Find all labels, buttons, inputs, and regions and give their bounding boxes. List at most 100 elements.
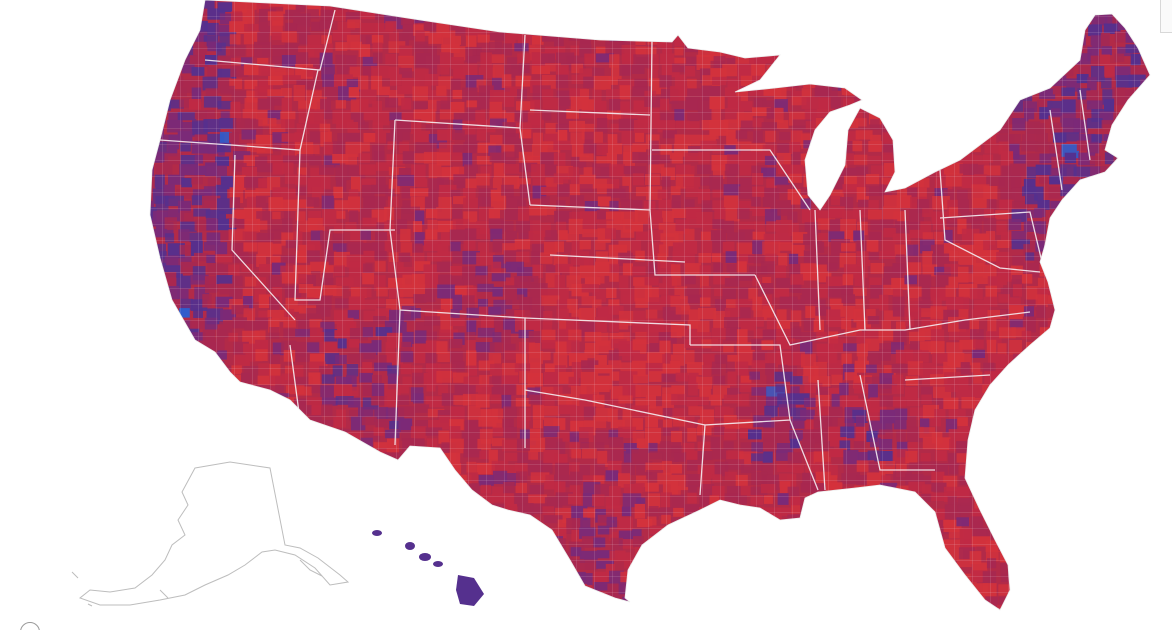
county-cell	[570, 596, 583, 607]
county-cell	[334, 527, 352, 542]
county-cell	[219, 482, 237, 496]
county-cell	[359, 507, 370, 523]
county-cell	[1022, 614, 1039, 628]
county-cell	[1089, 328, 1101, 338]
county-cell	[751, 517, 761, 530]
county-cell	[308, 496, 319, 509]
county-cell	[956, 79, 968, 95]
county-cell	[179, 405, 193, 420]
county-cell	[350, 515, 364, 526]
county-cell	[1013, 397, 1028, 411]
county-cell	[1086, 285, 1104, 300]
county-cell	[388, 548, 400, 563]
county-cell	[350, 606, 366, 610]
county-cell	[840, 530, 851, 546]
county-cell	[1152, 45, 1167, 60]
county-cell	[710, 541, 721, 555]
county-cell	[150, 376, 153, 386]
county-cell	[610, 606, 621, 610]
county-cell	[258, 496, 268, 506]
county-cell	[217, 603, 232, 610]
county-cell	[802, 52, 813, 68]
county-cell	[830, 13, 843, 23]
county-cell	[254, 449, 269, 465]
county-cell	[1051, 55, 1065, 69]
county-cell	[737, 605, 753, 610]
county-cell	[413, 453, 426, 464]
county-cell	[1127, 339, 1142, 352]
county-cell	[1037, 503, 1050, 516]
county-cell	[1104, 294, 1118, 310]
county-cell	[738, 504, 750, 519]
county-cell	[754, 614, 768, 622]
county-cell	[280, 430, 293, 442]
county-cell	[427, 0, 442, 10]
county-cell	[1130, 306, 1149, 319]
county-cell	[258, 426, 269, 437]
county-cell	[1000, 88, 1011, 98]
county-cell	[362, 596, 381, 610]
county-cell	[350, 563, 368, 580]
county-cell	[150, 253, 154, 264]
county-cell	[701, 35, 721, 46]
county-cell	[1047, 607, 1062, 610]
county-cell	[985, 417, 996, 433]
county-cell	[844, 537, 858, 553]
county-cell	[373, 539, 389, 550]
county-cell	[150, 594, 151, 603]
county-cell	[1022, 78, 1042, 94]
county-cell	[1021, 45, 1037, 59]
county-cell	[788, 605, 805, 610]
county-cell	[865, 496, 881, 511]
county-cell	[1086, 417, 1104, 430]
county-cell	[672, 559, 684, 568]
county-cell	[765, 12, 777, 25]
county-cell	[844, 550, 856, 560]
county-cell	[674, 0, 686, 14]
county-cell	[1023, 603, 1035, 610]
county-cell	[464, 494, 477, 511]
county-cell	[150, 140, 154, 153]
county-cell	[255, 602, 273, 610]
county-cell	[269, 541, 283, 551]
county-cell	[1151, 385, 1168, 398]
county-cell	[163, 20, 177, 34]
county-cell	[1008, 382, 1022, 392]
county-cell	[150, 485, 163, 496]
county-cell	[1026, 9, 1041, 18]
county-cell	[541, 0, 558, 12]
county-cell	[1022, 360, 1038, 369]
county-cell	[583, 22, 599, 39]
county-cell	[696, 0, 714, 8]
county-cell	[1076, 295, 1093, 308]
county-cell	[969, 0, 981, 13]
county-cell	[233, 396, 243, 406]
county-cell	[180, 497, 199, 505]
county-cell	[294, 419, 309, 429]
county-cell	[189, 536, 201, 547]
county-cell	[857, 606, 877, 610]
county-cell	[766, 593, 778, 609]
county-cell	[1077, 327, 1092, 340]
county-cell	[358, 492, 372, 506]
county-cell	[777, 569, 793, 583]
county-cell	[216, 497, 231, 509]
county-cell	[401, 602, 416, 610]
county-cell	[401, 528, 414, 545]
county-cell	[813, 167, 829, 181]
county-cell	[670, 537, 682, 552]
county-cell	[972, 52, 989, 66]
county-cell	[1048, 493, 1062, 509]
county-cell	[321, 460, 332, 476]
county-cell	[1115, 382, 1130, 393]
county-cell	[593, 616, 608, 629]
county-cell	[493, 541, 511, 556]
county-cell	[189, 8, 202, 20]
county-cell	[1087, 341, 1106, 358]
county-cell	[919, 526, 935, 542]
county-cell	[150, 537, 160, 553]
county-cell	[1099, 0, 1117, 9]
county-cell	[857, 527, 872, 538]
county-cell	[852, 1, 871, 13]
county-cell	[1140, 619, 1155, 630]
